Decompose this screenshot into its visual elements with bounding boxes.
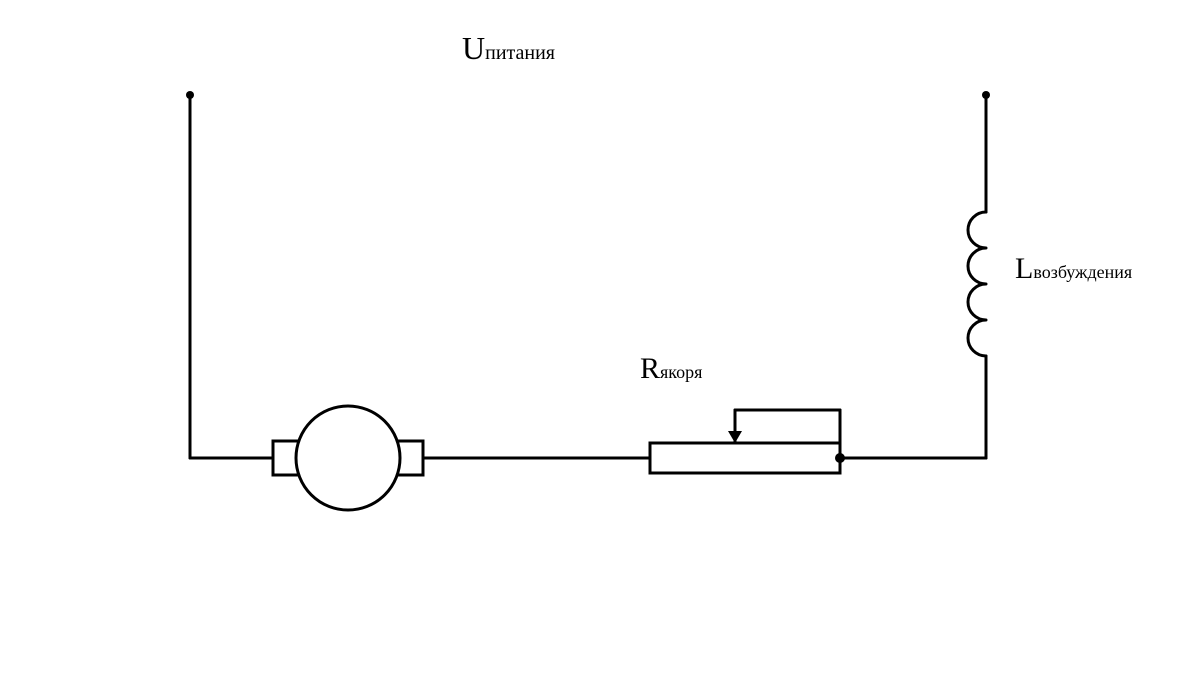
inductor-symbol: L	[1015, 252, 1033, 285]
supply-voltage-label: Uпитания	[462, 30, 555, 67]
resistor-subscript: якоря	[660, 362, 702, 382]
resistor-symbol: R	[640, 352, 660, 385]
schematic-svg	[0, 0, 1200, 675]
supply-subscript: питания	[485, 42, 555, 64]
supply-symbol: U	[462, 30, 485, 66]
inductor-label: Lвозбуждения	[1015, 252, 1132, 286]
resistor-label: Rякоря	[640, 352, 702, 386]
circuit-diagram: Uпитания Lвозбуждения Rякоря	[0, 0, 1200, 675]
inductor-subscript: возбуждения	[1033, 262, 1132, 282]
